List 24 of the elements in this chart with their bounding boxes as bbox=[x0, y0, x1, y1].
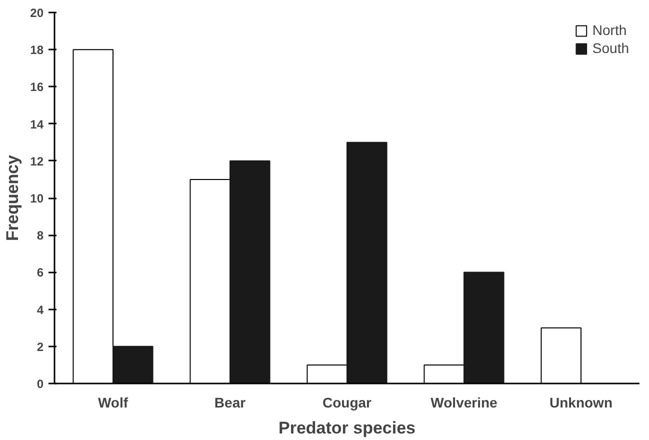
y-tick-label: 12 bbox=[30, 154, 44, 168]
y-tick-label: 14 bbox=[30, 117, 44, 132]
legend-label: South bbox=[592, 40, 629, 56]
x-tick-label: Bear bbox=[214, 394, 246, 410]
y-tick-label: 8 bbox=[36, 228, 44, 243]
bar bbox=[230, 160, 270, 384]
x-axis-title: Predator species bbox=[278, 418, 416, 438]
y-tick-label: 16 bbox=[30, 80, 44, 94]
bar bbox=[464, 272, 504, 384]
y-tick-label: 20 bbox=[30, 6, 44, 20]
y-tick-label: 18 bbox=[30, 43, 44, 58]
bar bbox=[112, 346, 154, 384]
y-tick-label: 2 bbox=[36, 340, 44, 354]
y-axis-title: Frequency bbox=[3, 154, 22, 241]
y-tick-label: 10 bbox=[30, 192, 44, 206]
y-tick-label: 4 bbox=[36, 302, 44, 317]
y-tick-label: 0 bbox=[36, 377, 44, 391]
y-tick-label: 6 bbox=[36, 266, 44, 280]
x-tick-label: Wolf bbox=[98, 394, 128, 410]
legend-label: North bbox=[592, 22, 627, 38]
x-tick-label: Wolverine bbox=[430, 394, 498, 410]
bar bbox=[346, 142, 388, 384]
x-tick-label: Unknown bbox=[550, 394, 613, 410]
x-tick-label: Cougar bbox=[322, 394, 372, 410]
